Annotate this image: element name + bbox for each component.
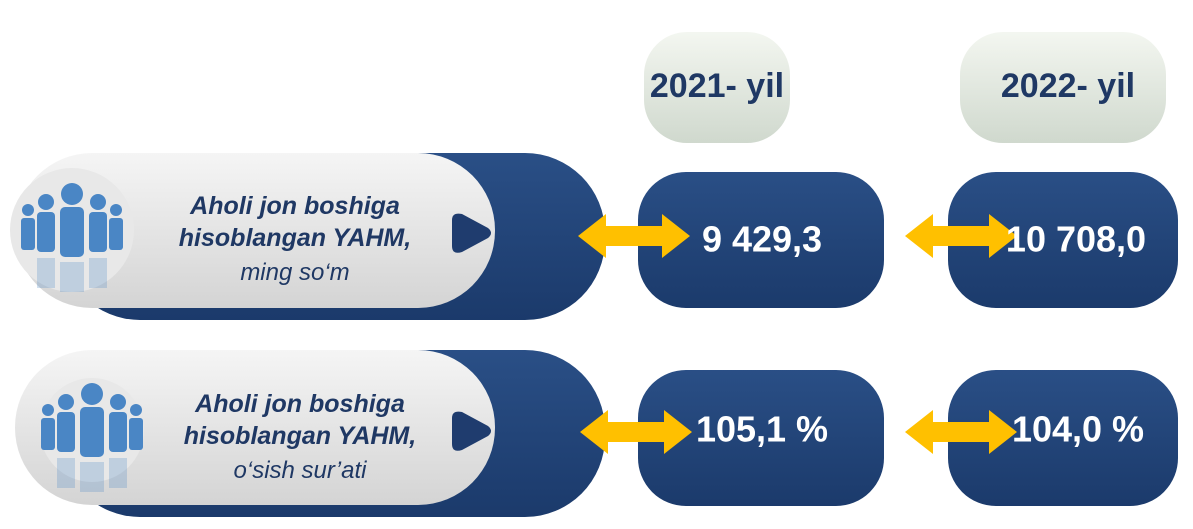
row-label: hisoblangan YAHM,: [184, 422, 416, 450]
row-label-pill: [15, 350, 495, 505]
row-label: hisoblangan YAHM,: [179, 224, 411, 252]
header-pill: [640, 28, 794, 147]
value: 104,0 %: [1012, 409, 1144, 450]
header-year: 2022- yil: [1001, 67, 1135, 105]
row-unit: o‘sish sur’ati: [234, 457, 368, 484]
row-label: Aholi jon boshiga: [189, 192, 400, 220]
value: 10 708,0: [1006, 219, 1146, 260]
pointer: [452, 411, 491, 451]
pointer: [452, 213, 491, 253]
row-unit: ming so‘m: [240, 259, 349, 286]
row-label-pill: [15, 153, 495, 308]
header-pill: [956, 28, 1170, 147]
header-year: 2021- yil: [650, 67, 784, 105]
value: 9 429,3: [702, 219, 822, 260]
row-label: Aholi jon boshiga: [194, 390, 405, 418]
value: 105,1 %: [696, 409, 828, 450]
